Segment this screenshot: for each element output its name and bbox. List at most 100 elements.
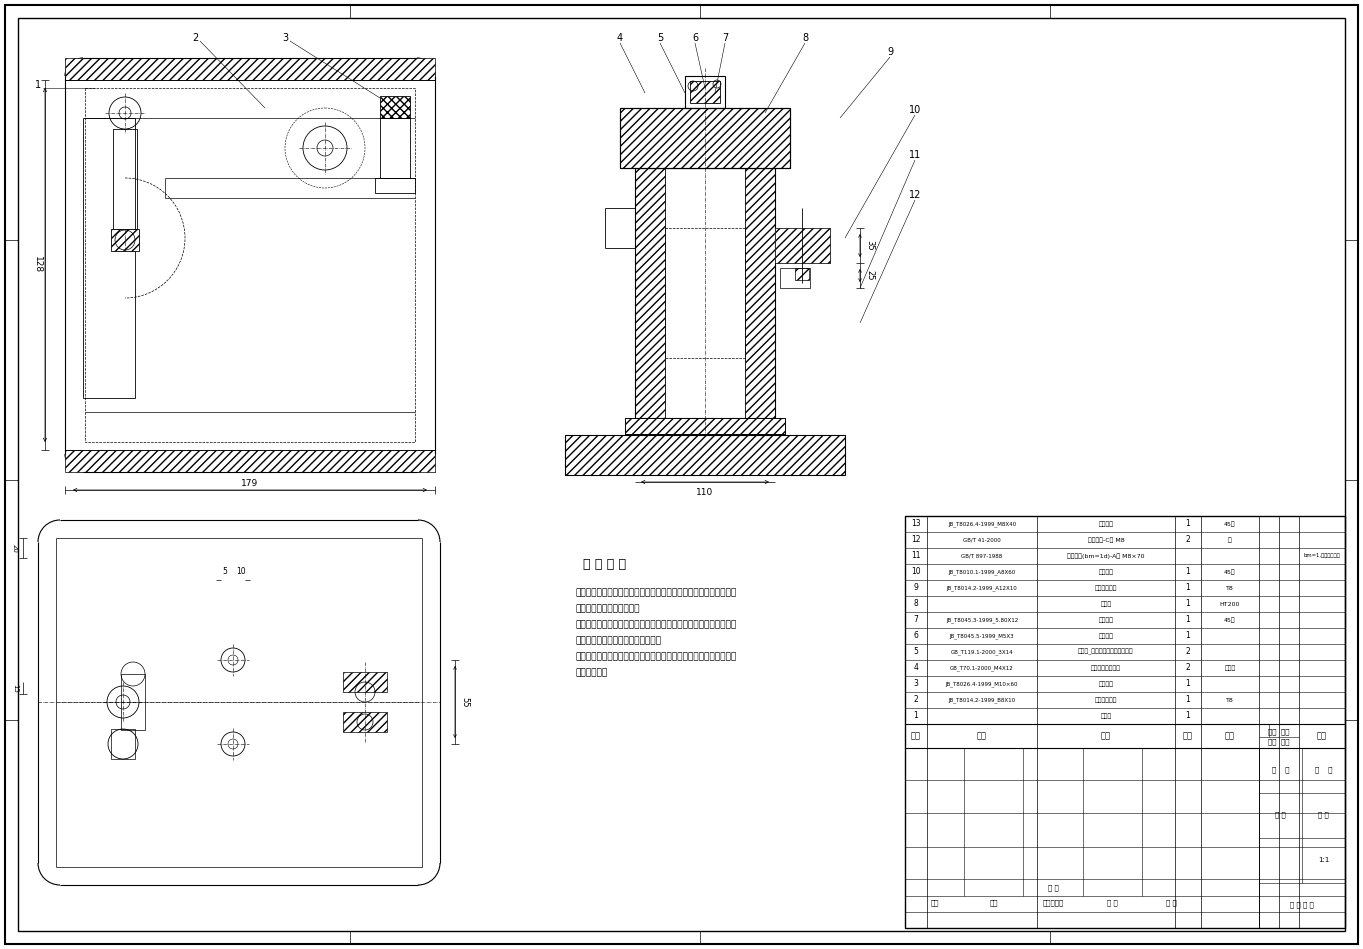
Text: 1: 1 (1186, 712, 1190, 720)
Text: T8: T8 (1227, 586, 1234, 590)
Text: 钢: 钢 (1228, 537, 1232, 543)
Text: 9: 9 (913, 584, 919, 592)
Text: 1: 1 (1186, 631, 1190, 641)
Text: 1: 1 (1186, 616, 1190, 624)
Text: 5: 5 (657, 33, 664, 43)
Text: 名称: 名称 (1101, 732, 1111, 740)
Bar (343, 672, 387, 692)
Bar (380, 118, 410, 178)
Text: 1: 1 (913, 712, 919, 720)
Text: 128: 128 (33, 256, 41, 273)
Text: 蚀、切屑、油污、着色剂和灰尘等。: 蚀、切屑、油污、着色剂和灰尘等。 (575, 637, 661, 645)
Text: 10: 10 (912, 568, 921, 576)
Bar (65, 450, 435, 472)
Text: GB_T119.1-2000_3X14: GB_T119.1-2000_3X14 (950, 649, 1013, 655)
Text: 1: 1 (1186, 568, 1190, 576)
Text: bm=1,借用于钢制件: bm=1,借用于钢制件 (1303, 553, 1340, 559)
Text: 2: 2 (192, 33, 198, 43)
Text: 共    张: 共 张 (1272, 766, 1289, 772)
Text: 55: 55 (461, 697, 469, 707)
Text: 备注: 备注 (1317, 732, 1328, 740)
Text: 进入装配的零件及部件（包括外购件、外协件），均必须具有检验部: 进入装配的零件及部件（包括外购件、外协件），均必须具有检验部 (575, 588, 736, 598)
Text: 固定式定位销: 固定式定位销 (1094, 698, 1118, 703)
Text: 10: 10 (909, 105, 921, 115)
Text: HT200: HT200 (1220, 602, 1240, 606)
Text: 处数: 处数 (990, 900, 998, 906)
Text: 7: 7 (722, 33, 728, 43)
Bar (121, 674, 144, 730)
Bar (110, 729, 135, 759)
Text: JB_T8045.3-1999_5.80X12: JB_T8045.3-1999_5.80X12 (946, 617, 1018, 623)
Bar (620, 108, 791, 168)
Text: JB_T8010.1-1999_A8X60: JB_T8010.1-1999_A8X60 (949, 569, 1015, 575)
Bar (905, 516, 1345, 928)
Text: 装配前应对零、部件的主要配合尺寸，特别是过盈配合尺寸及相关精: 装配前应对零、部件的主要配合尺寸，特别是过盈配合尺寸及相关精 (575, 653, 736, 661)
Text: GB/T 897-1988: GB/T 897-1988 (961, 553, 1003, 559)
Text: 3: 3 (913, 679, 919, 689)
Text: 第    张: 第 张 (1315, 766, 1332, 772)
Text: 钻模板: 钻模板 (1100, 602, 1112, 606)
Text: 45钢: 45钢 (1224, 521, 1236, 527)
Text: 2: 2 (1186, 663, 1190, 673)
Text: 签 字: 签 字 (1107, 900, 1118, 906)
Text: JB_T8026.4-1999_M8X40: JB_T8026.4-1999_M8X40 (947, 521, 1015, 527)
Text: 11: 11 (912, 551, 921, 561)
Text: 标记: 标记 (931, 900, 939, 906)
Bar (776, 228, 830, 263)
Bar (110, 229, 139, 251)
Bar (746, 168, 776, 418)
Text: 重 量: 重 量 (1276, 811, 1285, 818)
Text: 4: 4 (617, 33, 623, 43)
Text: 日 期: 日 期 (1165, 900, 1176, 906)
Text: 门的合格证方能进行装配。: 门的合格证方能进行装配。 (575, 605, 639, 613)
Text: 2: 2 (1186, 535, 1190, 545)
Bar (690, 81, 720, 103)
Text: 8: 8 (913, 600, 919, 608)
Text: 单件  总计: 单件 总计 (1268, 729, 1289, 735)
Bar (85, 88, 414, 442)
Text: 3: 3 (282, 33, 288, 43)
Text: 9: 9 (887, 47, 893, 57)
Text: 技 术 要 求: 技 术 要 求 (583, 559, 627, 571)
Text: 1: 1 (35, 80, 41, 90)
Text: 15: 15 (12, 683, 18, 693)
Text: GB_T70.1-2000_M4X12: GB_T70.1-2000_M4X12 (950, 665, 1014, 671)
Text: 2: 2 (913, 696, 919, 704)
Text: 圆柱销_不淬硬钢和奥氏体不锈钢: 圆柱销_不淬硬钢和奥氏体不锈钢 (1078, 649, 1134, 655)
Text: 11: 11 (909, 150, 921, 160)
Text: 快换钻套: 快换钻套 (1099, 617, 1114, 623)
Text: 4: 4 (913, 663, 919, 673)
Text: 5: 5 (222, 568, 228, 576)
Text: 钻套螺钉: 钻套螺钉 (1099, 633, 1114, 639)
Bar (795, 268, 810, 280)
Bar (626, 418, 785, 434)
Text: 调节支撑: 调节支撑 (1099, 681, 1114, 687)
Bar (686, 76, 725, 108)
Text: 10: 10 (236, 568, 245, 576)
Bar (620, 108, 791, 168)
Bar (566, 435, 845, 475)
Text: 5: 5 (913, 647, 919, 657)
Text: 代号: 代号 (977, 732, 987, 740)
Text: 建 计: 建 计 (1048, 884, 1059, 891)
Text: 移动压板: 移动压板 (1099, 569, 1114, 575)
Text: 20: 20 (12, 544, 18, 552)
Text: JB_T8014.2-1999_B8X10: JB_T8014.2-1999_B8X10 (949, 698, 1015, 703)
Text: 图 件 标 记: 图 件 标 记 (1291, 902, 1314, 908)
Text: 双头螺柱(bm=1d)-A型 M8×70: 双头螺柱(bm=1d)-A型 M8×70 (1067, 553, 1145, 559)
Bar (83, 118, 135, 398)
Text: 固定式定位销: 固定式定位销 (1094, 586, 1118, 591)
Text: 六角螺母-C级 M8: 六角螺母-C级 M8 (1088, 537, 1124, 543)
Text: 调节支承: 调节支承 (1099, 521, 1114, 527)
Bar (665, 228, 746, 358)
Text: 数量: 数量 (1183, 732, 1193, 740)
Text: 更改文件名: 更改文件名 (1043, 900, 1063, 906)
Text: 6: 6 (913, 631, 919, 641)
Text: 1: 1 (1186, 584, 1190, 592)
Bar (635, 168, 665, 418)
Text: GB/T 41-2000: GB/T 41-2000 (964, 537, 1000, 543)
Bar (780, 268, 810, 288)
Bar (375, 178, 414, 193)
Text: 13: 13 (912, 519, 921, 529)
Text: 不锈钢: 不锈钢 (1224, 665, 1236, 671)
